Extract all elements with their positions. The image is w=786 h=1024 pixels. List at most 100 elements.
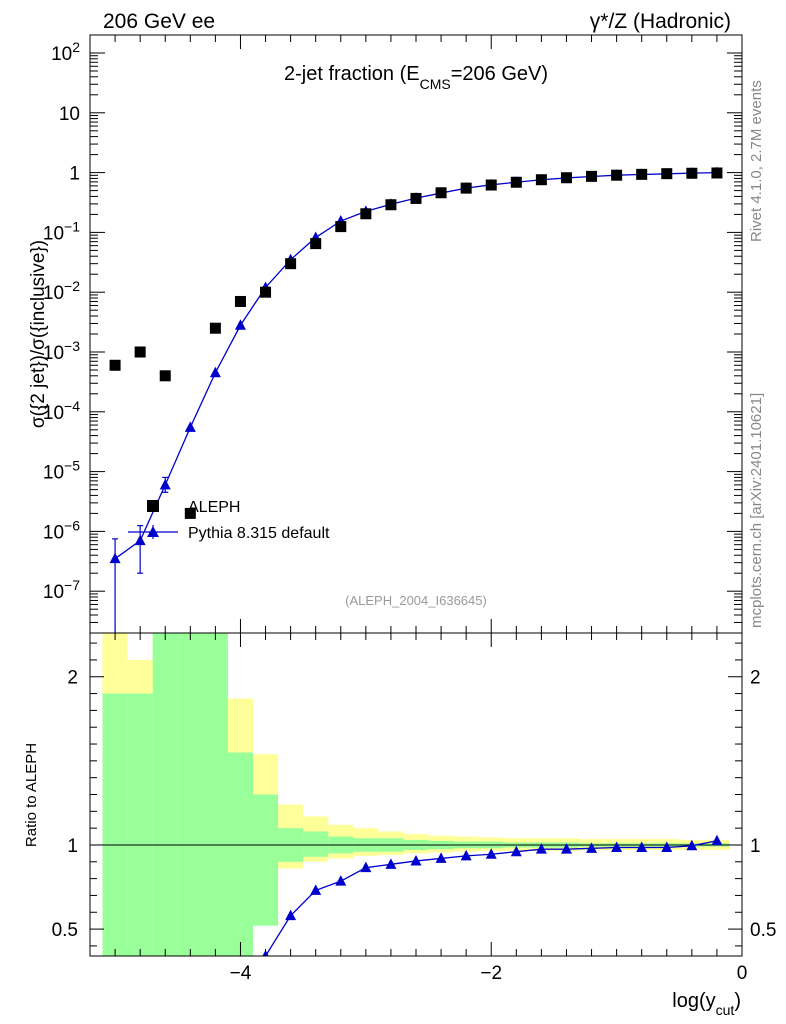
aleph-point <box>159 370 171 382</box>
x-tick-label: −2 <box>480 963 502 984</box>
aleph-point <box>586 170 598 182</box>
ratio-series <box>90 834 742 956</box>
main-y-tick-label: 10 <box>59 104 80 125</box>
ratio-ticks <box>89 633 743 956</box>
ratio-y-tick-labels: 0.5 0.5 1 1 2 2 <box>52 668 777 941</box>
ratio-point <box>510 845 522 857</box>
ratio-y-tick-label-right: 0.5 <box>750 920 776 941</box>
ratio-point <box>385 858 397 869</box>
inner-band-bin <box>127 693 153 956</box>
ratio-point <box>636 841 648 852</box>
aleph-point <box>310 238 322 250</box>
main-y-tick-label: 10−1 <box>43 218 80 244</box>
ratio-uncertainty-bands <box>102 633 730 956</box>
aleph-series <box>109 167 723 519</box>
rivet-version-label: Rivet 4.1.0, 2.7M events <box>748 80 765 242</box>
main-y-ticks <box>89 34 743 634</box>
aleph-point <box>209 322 221 334</box>
ratio-point <box>485 848 497 859</box>
ratio-y-axis-label: Ratio to ALEPH <box>23 743 40 847</box>
aleph-point <box>636 168 648 180</box>
aleph-point <box>410 192 422 204</box>
aleph-point <box>435 187 447 199</box>
aleph-point <box>460 182 472 194</box>
aleph-point <box>134 346 146 358</box>
x-axis-label: log(ycut) <box>672 990 741 1018</box>
aleph-point <box>485 179 497 191</box>
aleph-point <box>611 169 623 181</box>
aleph-point <box>234 295 246 307</box>
ratio-point <box>460 849 472 861</box>
mcplots-credit-label: mcplots.cern.ch [arXiv:2401.10621] <box>748 393 765 628</box>
inner-band-bin <box>202 633 228 956</box>
main-y-tick-label: 10−6 <box>43 517 80 543</box>
pythia-point <box>234 319 246 330</box>
ratio-point <box>285 909 297 921</box>
aleph-point <box>686 167 698 179</box>
pythia-series <box>109 166 723 633</box>
main-plot-title: 2-jet fraction (ECMS=206 GeV) <box>284 63 548 92</box>
main-y-tick-label: 10−7 <box>43 577 80 603</box>
pythia-point <box>209 366 221 378</box>
aleph-point <box>285 258 297 270</box>
ratio-point <box>686 839 698 851</box>
ratio-point <box>535 843 547 854</box>
ratio-y-tick-label-right: 1 <box>750 836 761 857</box>
ratio-point <box>711 834 723 846</box>
main-y-tick-label: 102 <box>51 39 80 65</box>
inner-band-bin <box>152 633 178 956</box>
ratio-point <box>560 843 572 854</box>
pythia-point <box>134 534 146 546</box>
aleph-point <box>385 199 397 211</box>
ratio-point <box>586 842 598 853</box>
aleph-point <box>560 172 572 184</box>
ratio-point <box>335 875 347 886</box>
main-y-tick-label: 10−2 <box>43 278 80 304</box>
aleph-point <box>109 359 121 371</box>
aleph-point <box>260 286 272 298</box>
ratio-y-tick-label: 1 <box>67 836 78 857</box>
ratio-point <box>661 841 673 852</box>
ratio-point <box>360 861 372 873</box>
inner-band-bin <box>227 752 253 956</box>
legend-aleph-label: ALEPH <box>188 499 240 516</box>
main-y-tick-label: 1 <box>69 164 80 185</box>
aleph-point <box>335 221 347 233</box>
aleph-point <box>535 174 547 186</box>
pythia-point <box>109 552 121 564</box>
ratio-y-tick-label: 2 <box>67 668 78 689</box>
main-y-axis-label: σ({2 jet})/σ({inclusive}) <box>28 240 49 428</box>
inner-band-bin <box>253 794 279 926</box>
main-plot-frame <box>89 34 743 634</box>
ratio-point <box>435 852 447 863</box>
aleph-point <box>711 167 723 179</box>
aleph-point <box>184 507 196 519</box>
ratio-plot-frame <box>89 632 743 957</box>
analysis-id-annotation: (ALEPH_2004_I636645) <box>345 593 487 608</box>
ratio-y-tick-label: 0.5 <box>52 920 78 941</box>
legend-pythia-marker <box>147 526 159 537</box>
aleph-point <box>360 208 372 220</box>
x-tick-labels: −4 −2 0 <box>230 963 748 984</box>
ratio-point <box>410 854 422 866</box>
x-tick-label: −4 <box>230 963 252 984</box>
aleph-point <box>510 176 522 188</box>
aleph-point <box>661 168 673 180</box>
header-right: γ*/Z (Hadronic) <box>590 10 731 33</box>
pythia-point <box>159 478 171 490</box>
main-y-tick-label: 10−4 <box>43 398 80 424</box>
header-left: 206 GeV ee <box>103 10 215 33</box>
x-tick-label: 0 <box>737 963 748 984</box>
main-y-tick-label: 10−3 <box>43 338 80 364</box>
inner-band-bin <box>102 693 128 956</box>
pythia-point <box>184 421 196 432</box>
legend: ALEPH Pythia 8.315 default <box>128 499 330 542</box>
main-y-tick-labels: 102 10 1 10−1 10−2 10−3 10−4 10−5 10−6 10−7 <box>43 39 80 603</box>
legend-aleph-marker <box>147 500 159 512</box>
ratio-y-tick-label-right: 2 <box>750 668 761 689</box>
inner-band-bin <box>177 633 203 956</box>
inner-band-bin <box>303 831 329 857</box>
ratio-point <box>611 841 623 852</box>
ratio-point <box>310 884 322 895</box>
